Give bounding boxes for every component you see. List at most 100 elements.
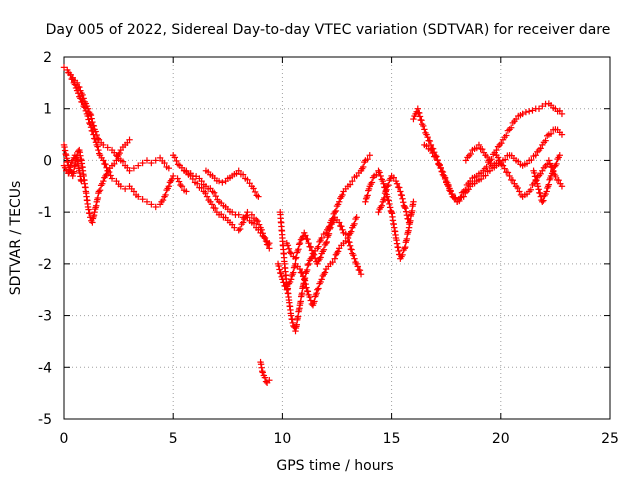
data-point	[335, 219, 343, 226]
data-point	[279, 276, 286, 283]
trace-marker	[456, 197, 463, 205]
trace-marker	[290, 269, 297, 276]
trace-marker	[298, 269, 306, 277]
data-point	[539, 198, 546, 205]
data-point	[266, 245, 273, 252]
trace-marker	[405, 215, 412, 223]
series-arc-18	[462, 141, 502, 169]
data-point	[309, 250, 317, 257]
data-point	[78, 177, 85, 185]
trace-marker	[403, 211, 411, 219]
data-point	[152, 157, 159, 164]
data-point	[534, 183, 542, 190]
trace-marker	[452, 194, 459, 202]
trace-marker	[219, 179, 226, 186]
trace-marker	[303, 266, 311, 274]
data-point	[215, 177, 223, 185]
data-point	[261, 234, 269, 242]
trace-marker	[255, 221, 263, 228]
trace-marker	[436, 161, 443, 168]
data-point	[410, 115, 417, 123]
trace-marker	[346, 239, 353, 246]
data-point	[148, 159, 155, 167]
data-point	[165, 183, 173, 190]
data-point	[84, 105, 92, 112]
trace-marker	[334, 248, 342, 255]
trace-marker	[276, 266, 283, 273]
data-point	[194, 180, 201, 187]
trace-marker	[277, 270, 285, 277]
trace-marker	[546, 160, 554, 167]
series-arc-4	[60, 152, 85, 185]
trace-marker	[437, 164, 444, 172]
trace-marker	[212, 192, 219, 200]
trace-marker	[550, 168, 557, 175]
data-point	[532, 152, 539, 159]
y-tick-label: -2	[38, 257, 52, 273]
trace-marker	[439, 168, 447, 176]
trace-marker	[360, 163, 367, 171]
trace-marker	[303, 284, 310, 291]
y-tick-label: 0	[43, 153, 52, 169]
trace-marker	[95, 146, 102, 154]
trace-marker	[92, 128, 99, 135]
trace-marker	[400, 199, 407, 206]
trace-marker	[432, 153, 440, 161]
data-point	[143, 198, 151, 205]
trace-marker	[239, 171, 247, 178]
trace-marker	[377, 172, 384, 180]
trace-marker	[445, 181, 452, 189]
trace-marker	[304, 261, 312, 269]
x-tick-label: 15	[383, 431, 401, 447]
data-point	[266, 377, 273, 384]
data-point	[183, 188, 190, 195]
trace-marker	[514, 184, 521, 192]
trace-marker	[402, 205, 409, 212]
chart-title: Day 005 of 2022, Sidereal Day-to-day VTE…	[46, 22, 611, 38]
data-point	[252, 216, 260, 224]
trace-marker	[347, 228, 355, 235]
trace-marker	[348, 246, 355, 253]
data-point	[349, 177, 356, 185]
trace-marker	[89, 118, 96, 126]
trace-marker	[258, 226, 265, 233]
trace-marker	[304, 236, 311, 243]
data-point	[296, 265, 304, 273]
data-point	[556, 152, 563, 159]
data-point	[495, 157, 502, 164]
trace-marker	[420, 122, 427, 130]
data-point	[67, 162, 74, 169]
trace-marker	[102, 161, 109, 168]
trace-marker	[441, 174, 449, 181]
data-layer	[60, 64, 566, 386]
trace-marker	[399, 251, 406, 259]
trace-marker	[203, 193, 211, 200]
trace-marker	[198, 177, 205, 185]
trace-marker	[321, 269, 329, 276]
trace-marker	[162, 191, 169, 199]
data-point	[314, 260, 321, 268]
data-point	[322, 239, 330, 247]
data-point	[87, 110, 94, 118]
trace-marker	[385, 197, 392, 204]
series-arc-6	[180, 167, 273, 252]
data-point	[375, 208, 382, 216]
data-point	[401, 203, 408, 211]
trace-marker	[536, 189, 544, 197]
data-point	[60, 64, 68, 71]
trace-marker	[330, 217, 337, 224]
trace-marker	[467, 150, 474, 158]
data-point	[353, 214, 360, 221]
trace-marker	[383, 186, 390, 193]
axis-layer: 0 5 10 15 20 25 -5 -4 -3 -2 -1 0 1 2	[38, 50, 619, 447]
trace-marker	[208, 201, 216, 208]
data-point	[104, 144, 111, 151]
trace-marker	[351, 220, 358, 228]
series-arc-13	[375, 172, 413, 226]
trace-marker	[119, 158, 127, 165]
data-point	[331, 255, 339, 262]
trace-marker	[402, 208, 410, 215]
trace-marker	[295, 246, 302, 253]
trace-marker	[339, 191, 346, 199]
trace-marker	[79, 91, 86, 99]
